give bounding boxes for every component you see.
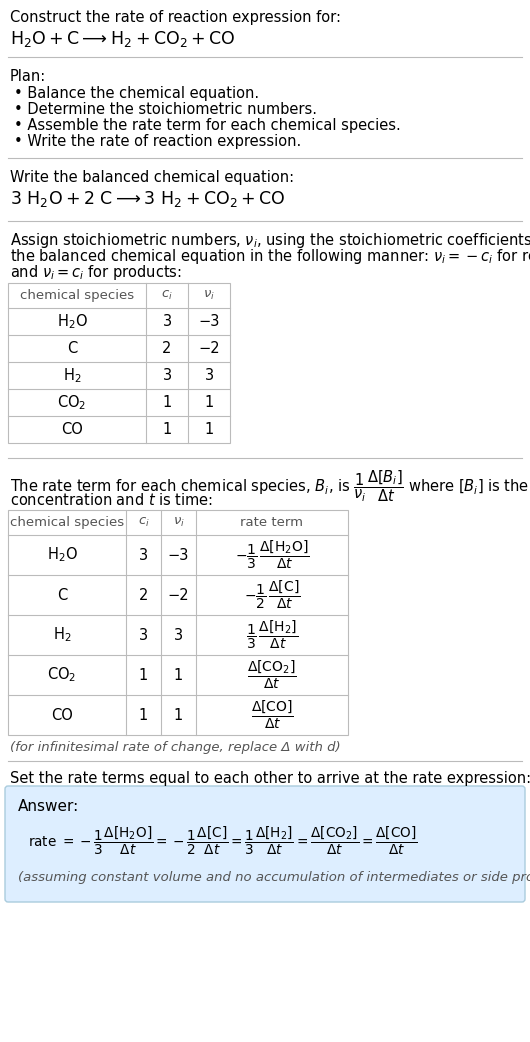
Text: rate term: rate term [241,516,304,529]
Text: Set the rate terms equal to each other to arrive at the rate expression:: Set the rate terms equal to each other t… [10,771,530,786]
Text: 1: 1 [205,395,214,410]
Text: $\mathrm{H_2O}$: $\mathrm{H_2O}$ [47,546,77,565]
Text: the balanced chemical equation in the following manner: $\nu_i = -c_i$ for react: the balanced chemical equation in the fo… [10,247,530,266]
Text: $\nu_i$: $\nu_i$ [173,516,184,529]
Text: $\mathrm{3\ H_2O + 2\ C \longrightarrow 3\ H_2 + CO_2 + CO}$: $\mathrm{3\ H_2O + 2\ C \longrightarrow … [10,189,286,209]
Text: Assign stoichiometric numbers, $\nu_i$, using the stoichiometric coefficients, $: Assign stoichiometric numbers, $\nu_i$, … [10,231,530,250]
Text: • Balance the chemical equation.: • Balance the chemical equation. [14,86,259,101]
Text: 3: 3 [162,314,172,329]
Text: −2: −2 [198,341,220,356]
Text: $\mathrm{H_2O}$: $\mathrm{H_2O}$ [57,313,87,331]
Text: 1: 1 [174,668,183,683]
Text: 3: 3 [139,627,148,643]
Text: 1: 1 [162,395,172,410]
Text: $-\dfrac{1}{2}\,\dfrac{\Delta[\mathrm{C}]}{\Delta t}$: $-\dfrac{1}{2}\,\dfrac{\Delta[\mathrm{C}… [244,578,300,612]
Text: CO: CO [61,422,83,437]
Text: −2: −2 [167,588,189,602]
Text: • Write the rate of reaction expression.: • Write the rate of reaction expression. [14,134,301,149]
FancyBboxPatch shape [5,786,525,902]
Text: chemical species: chemical species [10,516,124,529]
Text: −3: −3 [168,547,189,563]
Text: 3: 3 [174,627,183,643]
Text: $c_i$: $c_i$ [161,289,173,302]
Text: 3: 3 [162,368,172,383]
Text: concentration and $t$ is time:: concentration and $t$ is time: [10,492,213,508]
Text: Write the balanced chemical equation:: Write the balanced chemical equation: [10,170,294,185]
Text: $\mathrm{CO_2}$: $\mathrm{CO_2}$ [57,393,86,412]
Text: Plan:: Plan: [10,69,46,84]
Text: $\mathrm{H_2}$: $\mathrm{H_2}$ [63,366,81,384]
Text: • Assemble the rate term for each chemical species.: • Assemble the rate term for each chemic… [14,118,401,133]
Text: • Determine the stoichiometric numbers.: • Determine the stoichiometric numbers. [14,102,317,117]
Text: Answer:: Answer: [18,799,80,814]
Text: 1: 1 [139,708,148,722]
Bar [8,510,348,735]
Text: $\nu_i$: $\nu_i$ [203,289,215,302]
Text: $\mathrm{H_2}$: $\mathrm{H_2}$ [52,625,71,644]
Text: C: C [57,588,67,602]
Text: rate $= -\dfrac{1}{3}\dfrac{\Delta[\mathrm{H_2O}]}{\Delta t}= -\dfrac{1}{2}\dfra: rate $= -\dfrac{1}{3}\dfrac{\Delta[\math… [28,825,418,858]
Text: $\dfrac{1}{3}\,\dfrac{\Delta[\mathrm{H_2}]}{\Delta t}$: $\dfrac{1}{3}\,\dfrac{\Delta[\mathrm{H_2… [246,619,298,651]
Text: Construct the rate of reaction expression for:: Construct the rate of reaction expressio… [10,10,341,25]
Text: 3: 3 [205,368,214,383]
Text: and $\nu_i = c_i$ for products:: and $\nu_i = c_i$ for products: [10,263,182,282]
Text: 1: 1 [174,708,183,722]
Text: chemical species: chemical species [20,289,134,302]
Text: $\dfrac{\Delta[\mathrm{CO}]}{\Delta t}$: $\dfrac{\Delta[\mathrm{CO}]}{\Delta t}$ [251,699,294,731]
Text: 1: 1 [205,422,214,437]
Text: $-\dfrac{1}{3}\,\dfrac{\Delta[\mathrm{H_2O}]}{\Delta t}$: $-\dfrac{1}{3}\,\dfrac{\Delta[\mathrm{H_… [235,539,310,571]
Text: $\mathrm{H_2O + C \longrightarrow H_2 + CO_2 + CO}$: $\mathrm{H_2O + C \longrightarrow H_2 + … [10,29,235,49]
Text: 1: 1 [162,422,172,437]
Text: (for infinitesimal rate of change, replace Δ with d): (for infinitesimal rate of change, repla… [10,741,341,754]
Text: CO: CO [51,708,73,722]
Text: (assuming constant volume and no accumulation of intermediates or side products): (assuming constant volume and no accumul… [18,871,530,884]
Text: $\dfrac{\Delta[\mathrm{CO_2}]}{\Delta t}$: $\dfrac{\Delta[\mathrm{CO_2}]}{\Delta t}… [247,659,297,691]
Text: $c_i$: $c_i$ [138,516,149,529]
Text: 1: 1 [139,668,148,683]
Text: $\mathrm{CO_2}$: $\mathrm{CO_2}$ [47,666,77,685]
Bar [8,283,230,443]
Text: The rate term for each chemical species, $B_i$, is $\dfrac{1}{\nu_i}\dfrac{\Delt: The rate term for each chemical species,… [10,468,530,503]
Text: 2: 2 [139,588,148,602]
Text: −3: −3 [198,314,220,329]
Text: 3: 3 [139,547,148,563]
Text: 2: 2 [162,341,172,356]
Text: C: C [67,341,77,356]
